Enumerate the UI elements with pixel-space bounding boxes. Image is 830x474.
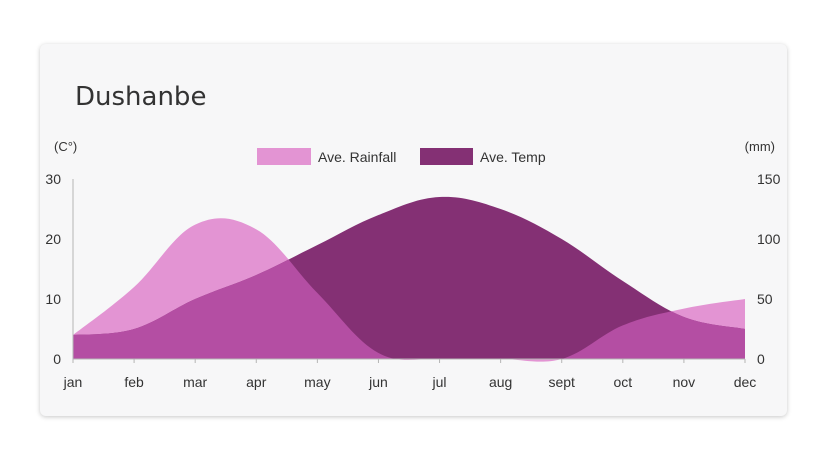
right-tick-label: 0: [757, 351, 765, 367]
x-tick-label: apr: [246, 374, 267, 390]
left-tick-label: 30: [45, 171, 61, 187]
legend-swatch: [420, 148, 473, 165]
left-axis-unit: (C°): [54, 139, 77, 154]
chart-axes: 0 10 20 30 0 50 100 150 jan feb mar apr may jun jul aug…: [45, 139, 780, 390]
legend-label: Ave. Rainfall: [318, 149, 396, 165]
x-tick-label: oct: [613, 374, 632, 390]
right-tick-label: 100: [757, 231, 781, 247]
right-tick-label: 50: [757, 291, 773, 307]
x-tick-label: may: [304, 374, 330, 390]
x-tick-label: jul: [432, 374, 447, 390]
x-tick-label: jan: [63, 374, 83, 390]
area-chart: 0 10 20 30 0 50 100 150 jan feb mar apr may jun jul aug…: [45, 139, 780, 390]
left-tick-label: 10: [45, 291, 61, 307]
chart-areas: [73, 196, 745, 362]
legend-swatch: [257, 148, 311, 165]
x-tick-label: aug: [489, 374, 512, 390]
x-tick-label: dec: [734, 374, 757, 390]
x-tick-label: feb: [124, 374, 144, 390]
legend-label: Ave. Temp: [480, 149, 546, 165]
right-axis-unit: (mm): [745, 139, 775, 154]
chart-card: Dushanbe 0 10 20 30 0 50 100 150 jan feb mar apr may…: [40, 44, 787, 416]
right-tick-label: 150: [757, 171, 781, 187]
left-tick-label: 20: [45, 231, 61, 247]
x-tick-label: nov: [673, 374, 696, 390]
chart-title: Dushanbe: [75, 82, 207, 112]
left-tick-label: 0: [53, 351, 61, 367]
x-tick-label: jun: [368, 374, 388, 390]
x-tick-label: sept: [548, 374, 575, 390]
chart-legend: Ave. Rainfall Ave. Temp: [257, 148, 546, 165]
x-tick-label: mar: [183, 374, 207, 390]
